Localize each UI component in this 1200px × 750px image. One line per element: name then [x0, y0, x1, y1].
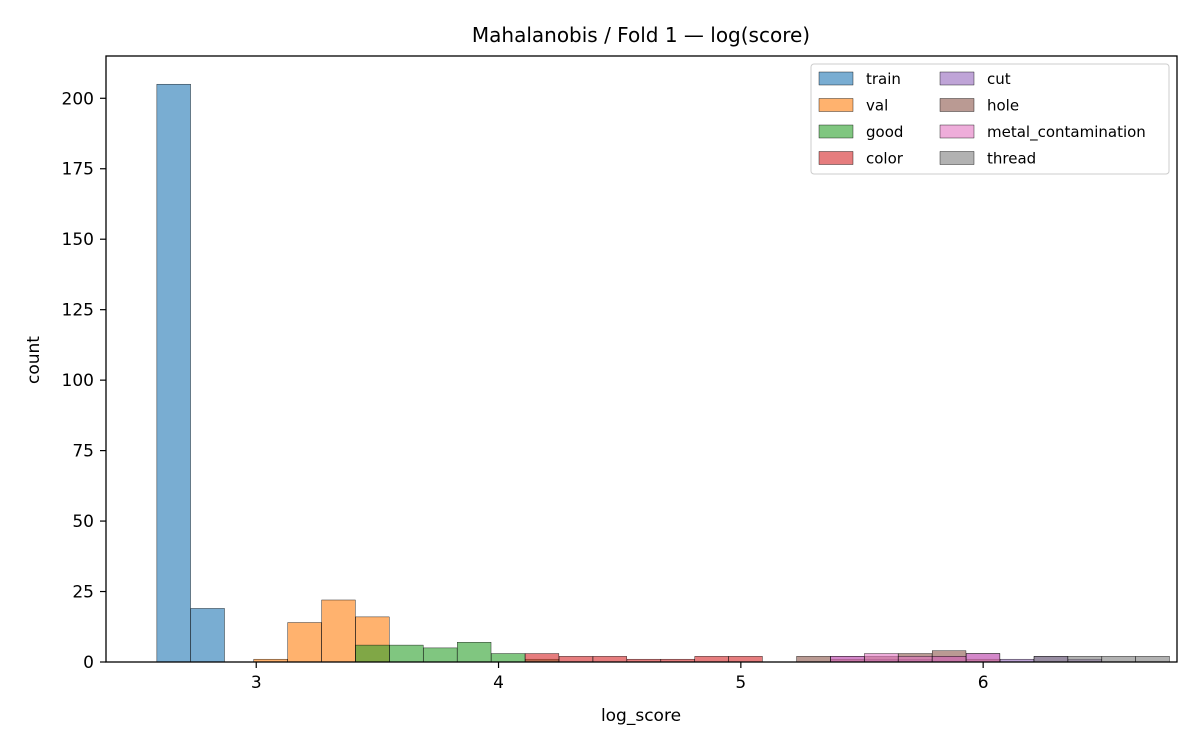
bar-metal-contamination-3	[932, 656, 967, 663]
bar-metal-contamination-4	[965, 653, 1001, 663]
bar-good-1	[389, 644, 424, 663]
legend-swatch-train	[818, 71, 854, 86]
legend-frame	[810, 63, 1170, 175]
bar-thread-1	[1067, 656, 1102, 663]
y-tick-label: 175	[62, 160, 94, 180]
y-tick-label: 0	[83, 653, 94, 673]
legend-label-good: good	[866, 123, 903, 141]
bar-thread-0	[1033, 656, 1068, 663]
legend-swatch-val	[818, 98, 854, 112]
bars-layer	[156, 83, 1170, 663]
x-axis-label: log_score	[601, 706, 681, 726]
x-tick-label: 5	[735, 673, 746, 693]
x-tick-label: 3	[251, 673, 262, 693]
y-tick-label: 50	[72, 512, 94, 532]
y-tick-label: 125	[62, 301, 94, 321]
bar-thread-2	[1101, 656, 1136, 663]
y-axis-label: count	[24, 336, 44, 384]
bar-metal-contamination-2	[898, 656, 933, 663]
bar-color-0	[524, 653, 560, 663]
bar-good-0	[355, 644, 390, 663]
legend-swatch-hole	[939, 98, 975, 112]
bar-color-2	[592, 656, 627, 663]
legend-items: train val good color cut hole metal_contaminat…	[818, 70, 1146, 168]
legend-swatch-thread	[939, 151, 975, 165]
bar-good-4	[491, 653, 526, 663]
bar-thread-3	[1135, 656, 1170, 663]
bar-color-6	[728, 656, 763, 663]
legend-swatch-cut	[939, 71, 975, 86]
legend-swatch-color	[818, 151, 854, 165]
x-tick-label: 4	[493, 673, 504, 693]
y-tick-label: 150	[62, 230, 94, 250]
bar-metal-contamination-0	[830, 656, 865, 663]
legend-label-thread: thread	[987, 150, 1036, 168]
legend-label-metal-contamination: metal_contamination	[987, 123, 1146, 142]
bar-val-2	[321, 599, 356, 663]
y-axis-ticks: 0 25 50 75 100 125 150 175 200	[62, 89, 106, 673]
legend-label-color: color	[866, 150, 904, 168]
y-tick-label: 75	[72, 442, 94, 462]
legend-label-hole: hole	[987, 97, 1019, 115]
bar-hole-0	[796, 656, 831, 663]
legend-label-train: train	[866, 70, 901, 88]
bar-color-1	[558, 656, 593, 663]
bar-good-3	[457, 642, 492, 663]
legend-label-cut: cut	[987, 70, 1011, 88]
bar-metal-contamination-1	[864, 653, 899, 663]
x-axis-ticks: 3 4 5 6	[251, 662, 989, 693]
bar-train-0	[156, 83, 191, 663]
y-tick-label: 25	[72, 583, 94, 603]
legend-swatch-good	[818, 124, 854, 139]
bar-good-2	[423, 647, 458, 663]
plot-frame	[105, 55, 1178, 663]
legend-swatch-metal-contamination	[939, 124, 975, 139]
bar-val-1	[287, 622, 322, 663]
y-tick-label: 100	[62, 371, 94, 391]
legend-label-val: val	[866, 97, 888, 115]
bar-color-5	[694, 656, 729, 663]
bar-train-1	[190, 608, 225, 663]
chart-title: Mahalanobis / Fold 1 — log(score)	[472, 23, 810, 47]
y-tick-label: 200	[62, 89, 94, 109]
legend: train val good color cut hole metal_contaminat…	[810, 63, 1170, 175]
x-tick-label: 6	[978, 673, 989, 693]
